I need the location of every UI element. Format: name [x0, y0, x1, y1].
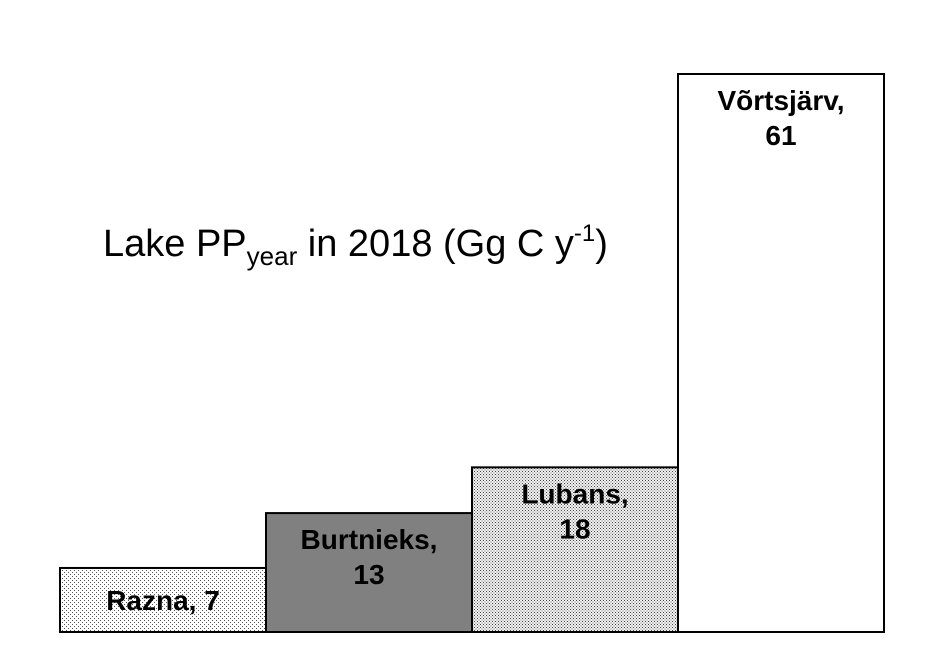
bar-lubans: [471, 466, 679, 633]
title-middle: in 2018 (Gg C y: [297, 223, 574, 265]
title-superscript: -1: [573, 220, 596, 247]
bar-burtnieks: [265, 512, 473, 633]
chart-title: Lake PPyear in 2018 (Gg C y-1): [103, 220, 608, 271]
bar-label-lubans: Lubans, 18: [521, 478, 628, 544]
bar-v-rtsj-rv: [677, 73, 885, 633]
bar-razna: [59, 566, 267, 634]
title-suffix: ): [595, 223, 608, 265]
bar-label-razna: Razna, 7: [106, 585, 220, 616]
bar-label-burtnieks: Burtnieks, 13: [301, 524, 438, 590]
bars-group: [59, 73, 885, 634]
title-subscript: year: [246, 241, 298, 271]
bar-labels-group: Razna, 7 Burtnieks, 13 Lubans, 18 Võrtsjärv, 6…: [106, 85, 844, 616]
bar-label-v-rtsj-rv: Võrtsjärv, 61: [717, 85, 844, 151]
title-prefix: Lake PP: [103, 223, 247, 265]
